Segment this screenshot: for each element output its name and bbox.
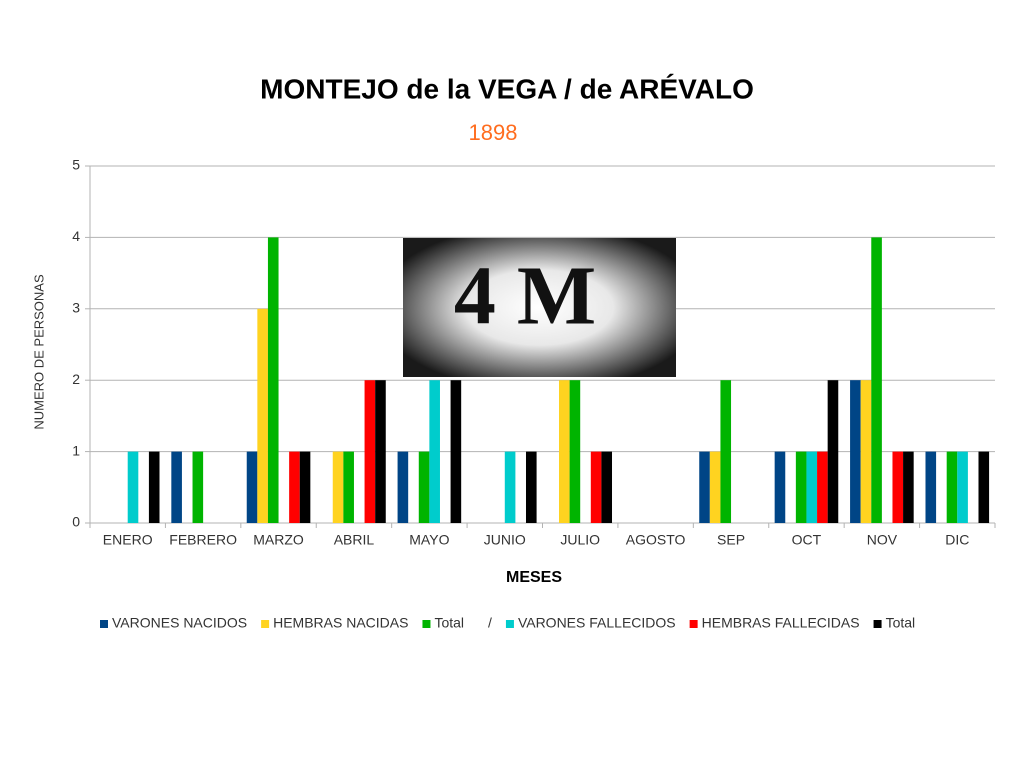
- x-tick-label: MARZO: [253, 532, 304, 548]
- bar: [504, 451, 516, 523]
- bar: [699, 451, 710, 523]
- bar: [601, 451, 613, 523]
- y-tick-label: 4: [72, 228, 80, 244]
- bar: [590, 451, 602, 523]
- bar: [429, 380, 440, 523]
- bar: [978, 451, 990, 523]
- bar: [892, 451, 904, 523]
- x-tick-label: DIC: [945, 532, 969, 548]
- bar: [257, 308, 268, 523]
- bar: [827, 380, 839, 523]
- bar: [709, 451, 721, 523]
- bar: [720, 380, 732, 523]
- x-tick-label: JUNIO: [484, 532, 526, 548]
- bar: [364, 380, 376, 523]
- bar: [957, 451, 968, 523]
- y-tick-label: 3: [72, 300, 80, 316]
- bar: [343, 451, 354, 523]
- bar: [871, 237, 882, 523]
- legend-swatch: [261, 620, 270, 628]
- x-tick-label: ABRIL: [334, 532, 375, 548]
- bar: [397, 451, 409, 523]
- x-tick-label: AGOSTO: [626, 532, 686, 548]
- y-tick-label: 5: [72, 157, 80, 173]
- legend-separator: /: [488, 615, 492, 631]
- bar: [450, 380, 462, 523]
- legend-swatch: [100, 620, 108, 628]
- bar: [817, 451, 828, 523]
- bar: [267, 237, 279, 523]
- x-tick-label: MAYO: [409, 532, 449, 548]
- bar: [795, 451, 807, 523]
- chart-subtitle: 1898: [469, 120, 518, 145]
- logo-box: [403, 238, 676, 377]
- y-axis-label: NUMERO DE PERSONAS: [31, 274, 46, 430]
- bar: [525, 451, 537, 523]
- bar: [569, 380, 581, 523]
- y-tick-label: 0: [72, 514, 80, 530]
- x-tick-label: FEBRERO: [169, 532, 237, 548]
- legend-swatch: [689, 620, 698, 628]
- bar: [148, 451, 160, 523]
- bar: [925, 451, 937, 523]
- chart-title: MONTEJO de la VEGA / de ARÉVALO: [260, 73, 754, 104]
- x-tick-label: JULIO: [560, 532, 600, 548]
- bar: [192, 451, 204, 523]
- legend-swatch: [505, 620, 514, 628]
- bar: [860, 380, 872, 523]
- legend-label: Total: [434, 615, 464, 631]
- bar: [418, 451, 430, 523]
- legend-label: VARONES NACIDOS: [112, 615, 247, 631]
- y-tick-label: 1: [72, 442, 80, 458]
- legend-swatch: [873, 620, 882, 628]
- legend-swatch: [422, 620, 431, 628]
- bar: [289, 451, 300, 523]
- x-tick-label: NOV: [867, 532, 898, 548]
- legend-label: Total: [886, 615, 916, 631]
- bar: [946, 451, 958, 523]
- x-tick-label: SEP: [717, 532, 745, 548]
- bar: [774, 451, 786, 523]
- bar: [246, 451, 258, 523]
- legend-label: HEMBRAS NACIDAS: [273, 615, 408, 631]
- bar: [171, 451, 182, 523]
- bar: [375, 380, 386, 523]
- y-tick-label: 2: [72, 371, 80, 387]
- bar: [559, 380, 570, 523]
- legend-label: HEMBRAS FALLECIDAS: [702, 615, 860, 631]
- bar: [332, 451, 344, 523]
- bar: [127, 451, 139, 523]
- x-tick-label: ENERO: [103, 532, 153, 548]
- logo-text: 4 M: [454, 249, 596, 342]
- legend-label: VARONES FALLECIDOS: [518, 615, 676, 631]
- bar: [806, 451, 818, 523]
- bar: [299, 451, 311, 523]
- x-axis-label: MESES: [506, 569, 562, 586]
- bar: [903, 451, 914, 523]
- bar: [850, 380, 861, 523]
- x-tick-label: OCT: [792, 532, 822, 548]
